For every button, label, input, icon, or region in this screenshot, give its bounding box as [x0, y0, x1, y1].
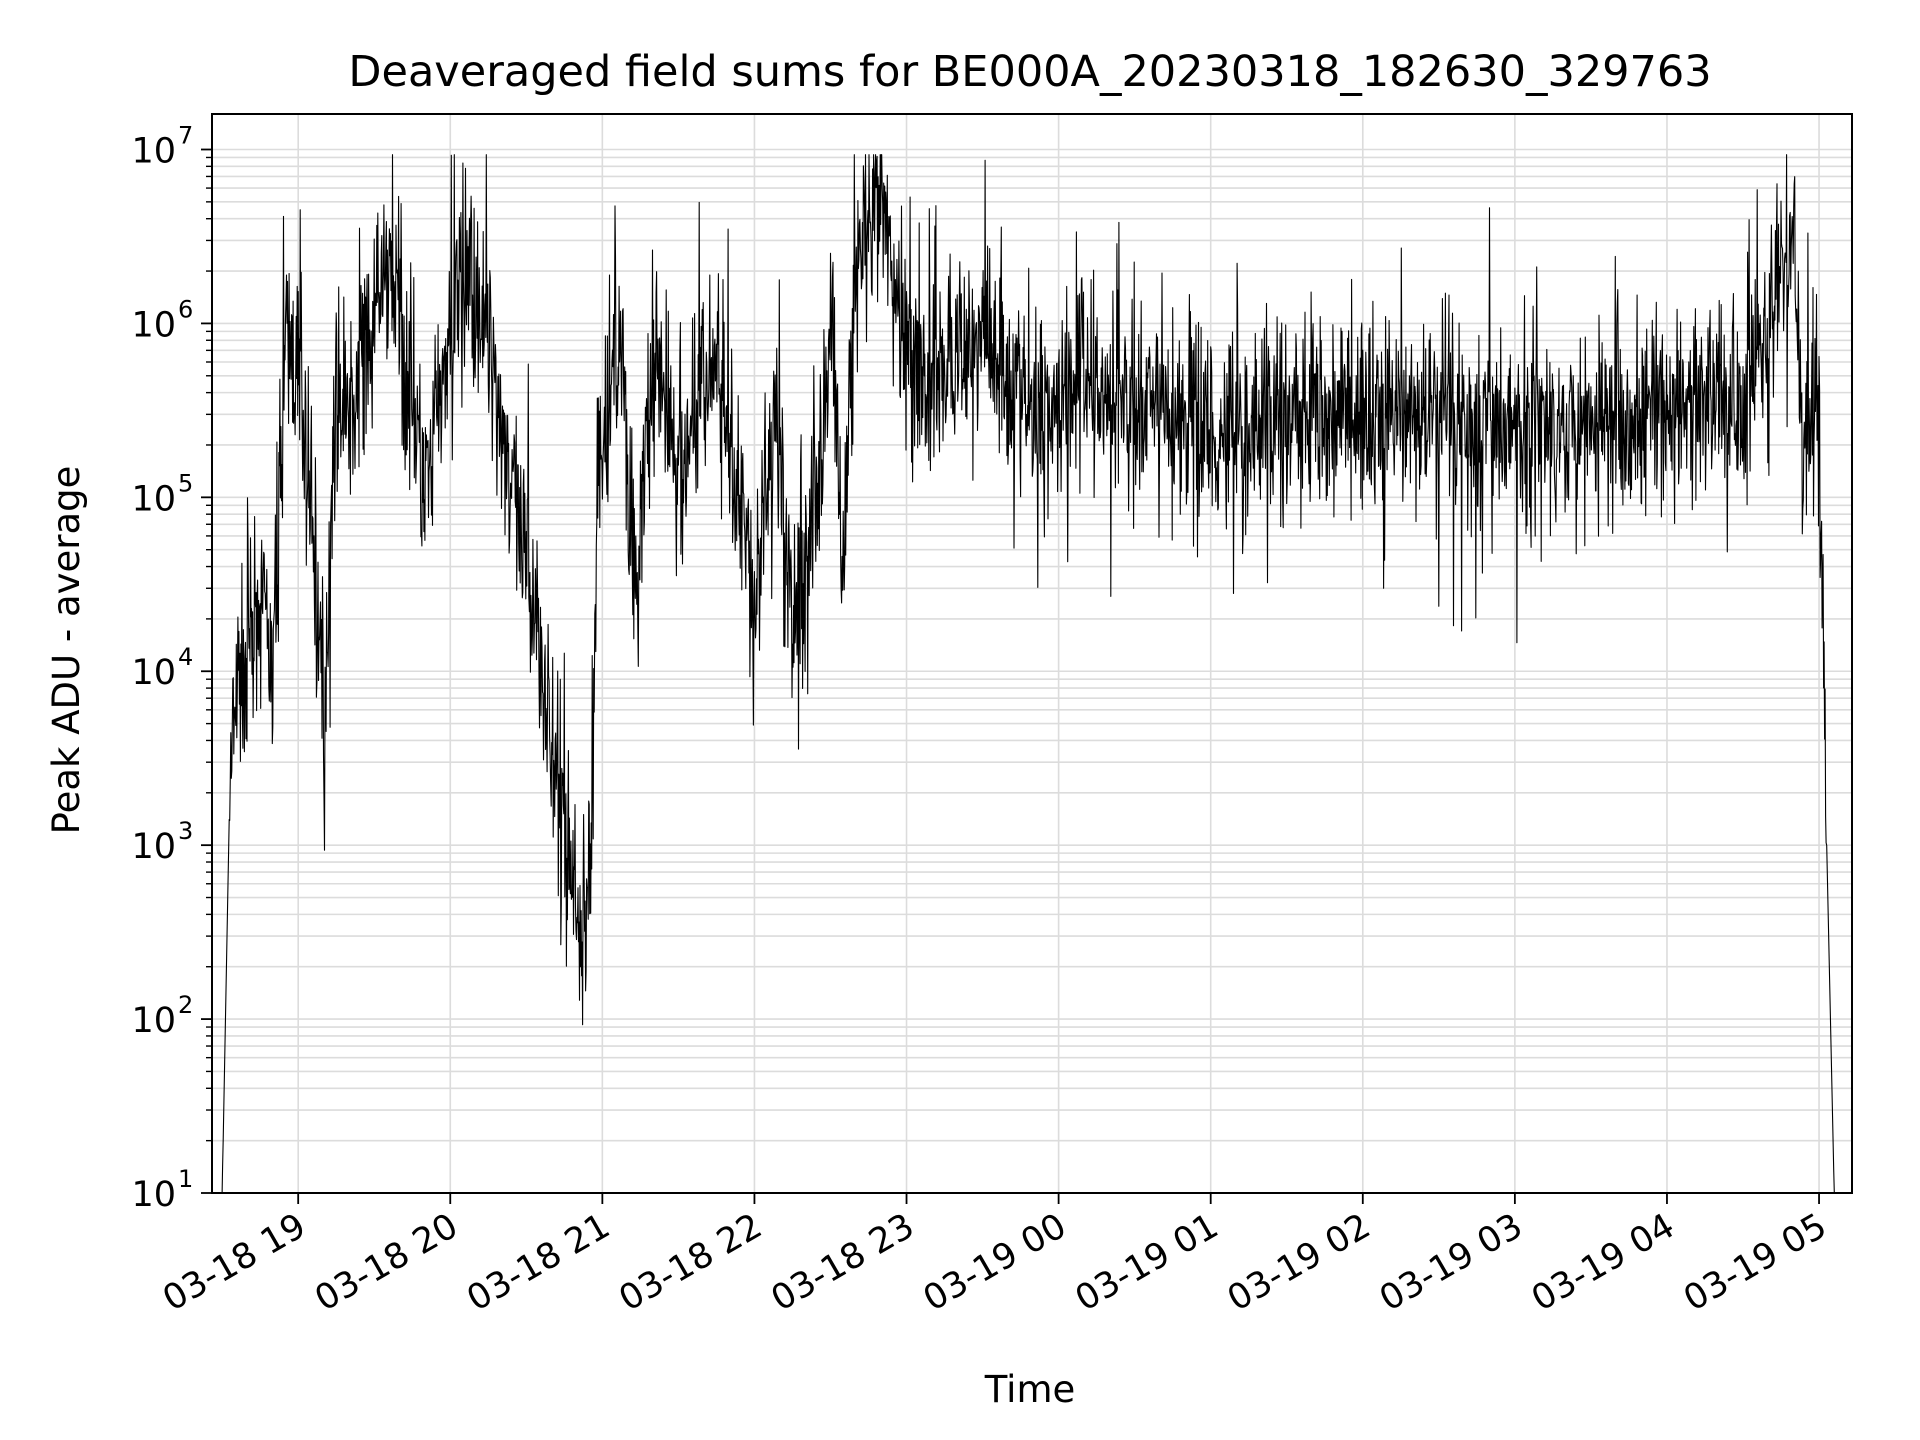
plot-frame — [211, 113, 1853, 1194]
y-tick-exponent: 1 — [178, 1165, 193, 1193]
y-tick-exponent: 4 — [178, 643, 193, 671]
grid — [212, 114, 1852, 1194]
y-tick-exponent: 6 — [178, 295, 193, 323]
y-tick-exponent: 7 — [178, 121, 193, 149]
y-tick-label: 10 — [131, 827, 176, 867]
y-tick-label: 10 — [131, 653, 176, 693]
y-tick-label: 10 — [131, 131, 176, 171]
y-tick-exponent: 5 — [178, 469, 193, 497]
y-tick-label: 10 — [131, 305, 176, 345]
y-tick-exponent: 2 — [178, 991, 193, 1019]
y-tick-label: 10 — [131, 1001, 176, 1041]
series-line — [221, 154, 1840, 1194]
chart-title: Deaveraged field sums for BE000A_2023031… — [348, 47, 1711, 97]
x-axis-label: Time — [984, 1368, 1076, 1411]
data-layer — [221, 154, 1840, 1194]
y-axis-label: Peak ADU - average — [45, 466, 88, 835]
y-tick-exponent: 3 — [178, 817, 193, 845]
y-tick-label: 10 — [131, 479, 176, 519]
y-tick-label: 10 — [131, 1175, 176, 1215]
